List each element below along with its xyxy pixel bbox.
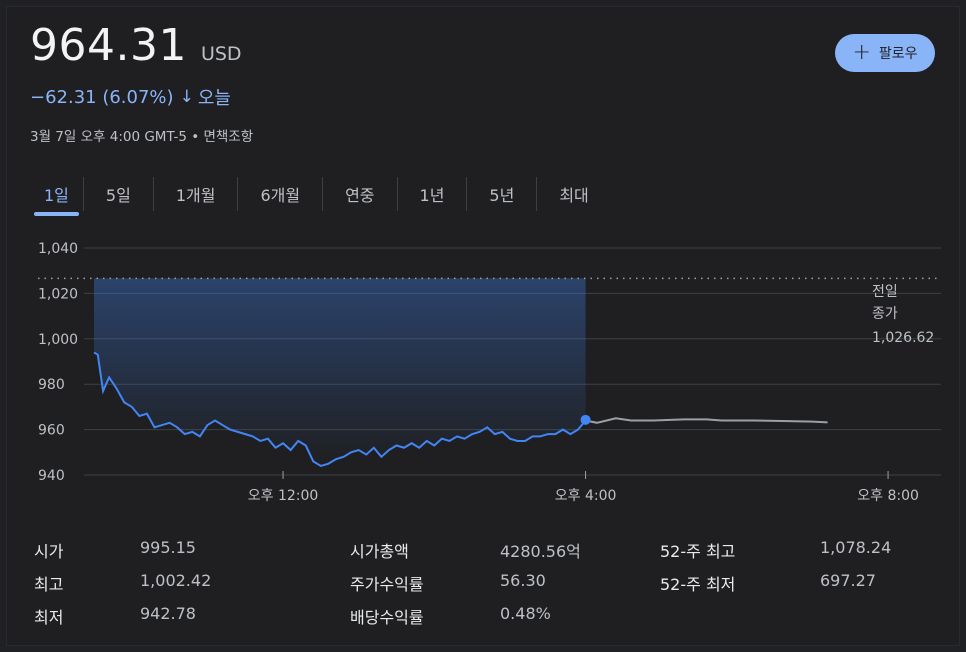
price-chart[interactable]: 1,040 1,020 1,000 980 960 940 오후 12:00 오후 4:00… (0, 228, 966, 518)
arrow-down-icon: ↓ (179, 87, 194, 107)
price-line-after-hours (585, 417, 828, 424)
stat-label: 52-주 최저 (660, 575, 736, 594)
change-period: 오늘 (197, 88, 231, 109)
tab-max[interactable]: 최대 (536, 177, 610, 211)
stat-label: 최저 (34, 608, 64, 627)
x-tick-label: 오후 8:00 (857, 488, 919, 504)
tab-6m[interactable]: 6개월 (237, 177, 322, 211)
currency-label: USD (200, 43, 242, 65)
prev-close-value: 1,026.62 (872, 330, 934, 346)
stat-label: 시가 (34, 542, 64, 561)
stat-label: 주가수익률 (350, 575, 424, 594)
tab-5d[interactable]: 5일 (82, 177, 153, 211)
x-tick-label: 오후 12:00 (248, 488, 319, 504)
tab-1d[interactable]: 1일 (30, 177, 83, 216)
quote-timestamp: 3월 7일 오후 4:00 GMT-5 • 면책조항 (30, 129, 254, 145)
stat-value: 0.48% (500, 604, 551, 623)
price-area-fill (94, 278, 586, 466)
y-tick-label: 1,000 (38, 332, 78, 348)
tab-5y[interactable]: 5년 (466, 177, 536, 211)
stat-label: 최고 (34, 575, 64, 594)
stat-value: 942.78 (140, 604, 196, 623)
y-tick-label: 980 (38, 377, 65, 393)
current-price: 964.31 (30, 20, 187, 71)
price-header: 964.31 USD (30, 20, 242, 71)
stat-value: 4280.56억 (500, 542, 581, 561)
stat-value: 995.15 (140, 538, 196, 557)
follow-button[interactable]: + 팔로우 (835, 34, 935, 72)
tab-1m[interactable]: 1개월 (152, 177, 238, 211)
tab-ytd[interactable]: 연중 (322, 177, 396, 211)
y-tick-label: 960 (38, 423, 65, 439)
tab-1y[interactable]: 1년 (396, 177, 467, 211)
stat-label: 시가총액 (350, 542, 409, 561)
prev-close-label-line2: 종가 (872, 306, 898, 322)
price-line-regular (93, 351, 587, 468)
prev-close-label-line1: 전일 (872, 284, 898, 300)
stat-label: 52-주 최고 (660, 542, 736, 561)
stat-value: 697.27 (820, 571, 876, 590)
stat-value: 56.30 (500, 571, 546, 590)
last-price-marker (580, 414, 591, 425)
plus-icon: + (852, 40, 871, 65)
stat-label: 배당수익률 (350, 608, 424, 627)
stat-value: 1,078.24 (820, 538, 892, 557)
change-value: −62.31 (6.07%) (30, 86, 174, 108)
follow-button-label: 팔로우 (878, 46, 918, 62)
range-tabs: 1일 5일 1개월 6개월 연중 1년 5년 최대 (30, 176, 611, 216)
stat-value: 1,002.42 (140, 571, 212, 590)
price-change: −62.31 (6.07%) ↓ 오늘 (30, 84, 231, 110)
x-tick-label: 오후 4:00 (555, 488, 617, 504)
y-tick-label: 1,040 (38, 241, 78, 257)
y-tick-label: 1,020 (38, 286, 78, 302)
y-tick-label: 940 (38, 468, 65, 484)
